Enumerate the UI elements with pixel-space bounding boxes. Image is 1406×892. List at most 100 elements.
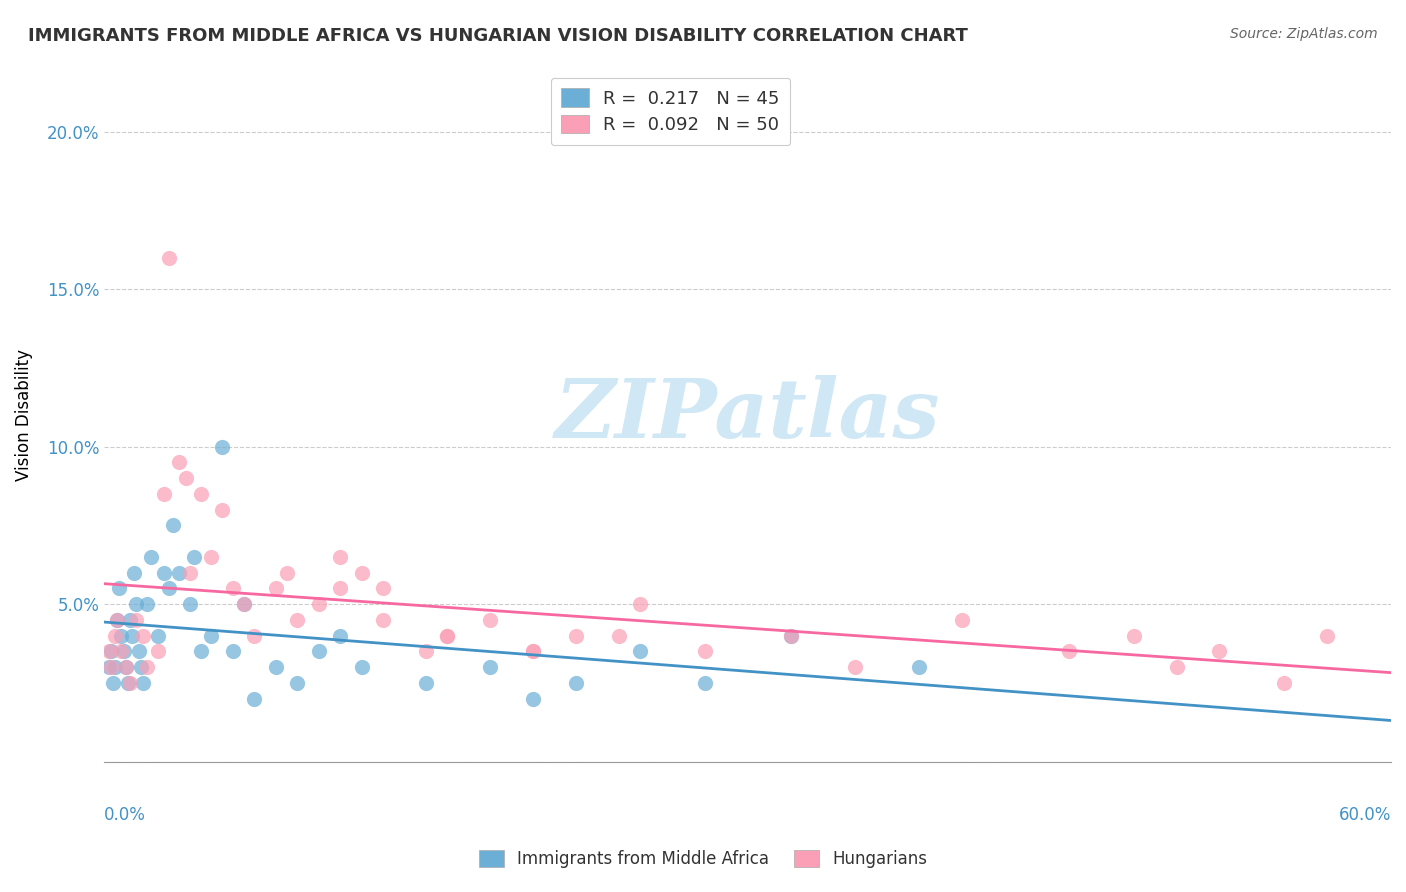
Point	[264, 582, 287, 596]
Point	[146, 629, 169, 643]
Point	[153, 487, 176, 501]
Text: IMMIGRANTS FROM MIDDLE AFRICA VS HUNGARIAN VISION DISABILITY CORRELATION CHART: IMMIGRANTS FROM MIDDLE AFRICA VS HUNGARI…	[28, 27, 967, 45]
Point	[371, 613, 394, 627]
Point	[179, 597, 201, 611]
Point	[118, 676, 141, 690]
Point	[112, 644, 135, 658]
Point	[693, 644, 716, 658]
Point	[200, 549, 222, 564]
Legend: Immigrants from Middle Africa, Hungarians: Immigrants from Middle Africa, Hungarian…	[472, 843, 934, 875]
Point	[124, 566, 146, 580]
Y-axis label: Vision Disability: Vision Disability	[15, 349, 32, 481]
Point	[285, 613, 308, 627]
Point	[117, 676, 139, 690]
Point	[308, 644, 330, 658]
Point	[132, 629, 155, 643]
Point	[565, 676, 588, 690]
Point	[522, 644, 544, 658]
Point	[779, 629, 801, 643]
Point	[479, 660, 502, 674]
Point	[110, 629, 132, 643]
Point	[1059, 644, 1081, 658]
Text: 60.0%: 60.0%	[1339, 805, 1391, 824]
Point	[950, 613, 973, 627]
Point	[141, 549, 163, 564]
Point	[108, 582, 131, 596]
Point	[169, 455, 191, 469]
Point	[243, 691, 266, 706]
Point	[607, 629, 630, 643]
Point	[125, 613, 148, 627]
Point	[415, 644, 437, 658]
Point	[222, 582, 245, 596]
Point	[136, 597, 159, 611]
Point	[565, 629, 588, 643]
Point	[100, 660, 122, 674]
Text: Source: ZipAtlas.com: Source: ZipAtlas.com	[1230, 27, 1378, 41]
Point	[105, 613, 128, 627]
Point	[118, 613, 141, 627]
Point	[276, 566, 298, 580]
Point	[146, 644, 169, 658]
Point	[157, 251, 180, 265]
Point	[350, 566, 373, 580]
Point	[104, 660, 127, 674]
Point	[908, 660, 931, 674]
Point	[479, 613, 502, 627]
Point	[693, 676, 716, 690]
Point	[522, 691, 544, 706]
Point	[114, 660, 136, 674]
Point	[628, 644, 651, 658]
Point	[522, 644, 544, 658]
Point	[200, 629, 222, 643]
Point	[436, 629, 458, 643]
Point	[264, 660, 287, 674]
Point	[415, 676, 437, 690]
Point	[1316, 629, 1339, 643]
Point	[350, 660, 373, 674]
Point	[329, 629, 352, 643]
Point	[132, 676, 155, 690]
Point	[100, 644, 122, 658]
Point	[169, 566, 191, 580]
Point	[628, 597, 651, 611]
Point	[128, 644, 150, 658]
Point	[129, 660, 152, 674]
Point	[1272, 676, 1295, 690]
Point	[101, 676, 124, 690]
Point	[97, 660, 120, 674]
Point	[179, 566, 201, 580]
Point	[243, 629, 266, 643]
Point	[174, 471, 197, 485]
Point	[211, 440, 233, 454]
Point	[329, 549, 352, 564]
Point	[162, 518, 184, 533]
Point	[121, 629, 143, 643]
Point	[329, 582, 352, 596]
Point	[1166, 660, 1188, 674]
Point	[1208, 644, 1230, 658]
Point	[232, 597, 254, 611]
Point	[190, 644, 212, 658]
Point	[97, 644, 120, 658]
Point	[153, 566, 176, 580]
Point	[125, 597, 148, 611]
Point	[104, 629, 127, 643]
Text: 0.0%: 0.0%	[104, 805, 146, 824]
Point	[308, 597, 330, 611]
Legend: R =  0.217   N = 45, R =  0.092   N = 50: R = 0.217 N = 45, R = 0.092 N = 50	[551, 78, 790, 145]
Point	[136, 660, 159, 674]
Point	[779, 629, 801, 643]
Text: ZIPatlas: ZIPatlas	[555, 376, 941, 455]
Point	[436, 629, 458, 643]
Point	[183, 549, 205, 564]
Point	[105, 613, 128, 627]
Point	[232, 597, 254, 611]
Point	[222, 644, 245, 658]
Point	[211, 502, 233, 516]
Point	[114, 660, 136, 674]
Point	[157, 582, 180, 596]
Point	[285, 676, 308, 690]
Point	[844, 660, 866, 674]
Point	[1122, 629, 1144, 643]
